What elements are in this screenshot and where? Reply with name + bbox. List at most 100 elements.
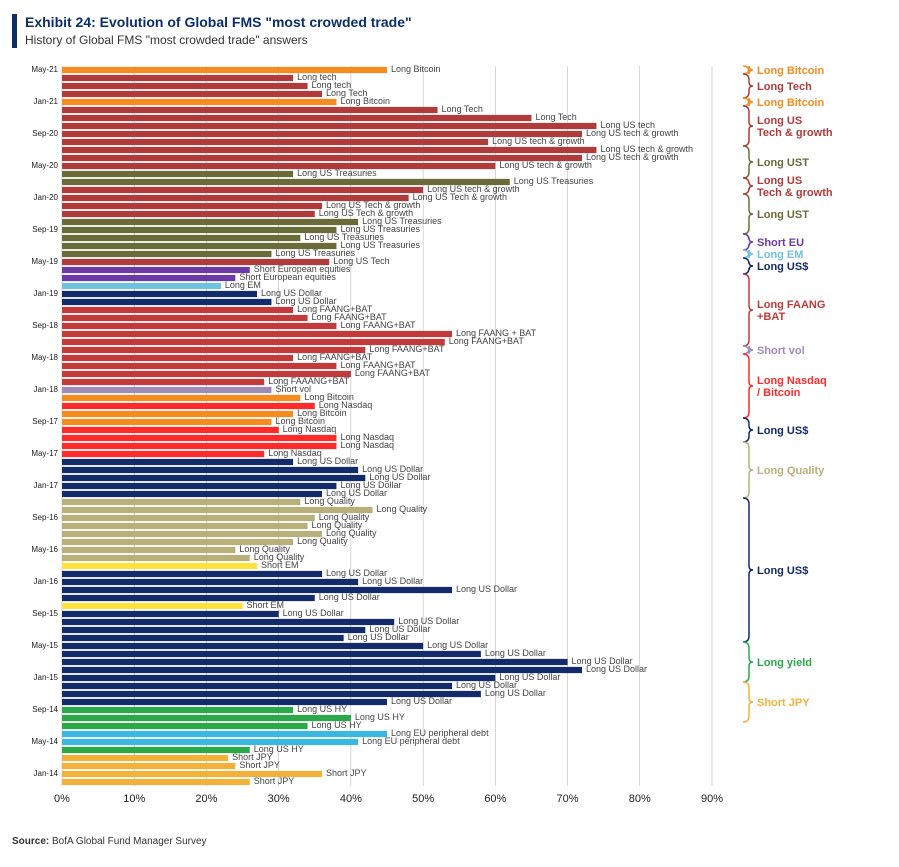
svg-text:May-21: May-21: [31, 65, 58, 74]
svg-text:May-19: May-19: [31, 257, 58, 266]
svg-text:Long yield: Long yield: [757, 657, 812, 669]
svg-text:/ Bitcoin: / Bitcoin: [757, 387, 801, 399]
svg-text:Long UST: Long UST: [757, 209, 809, 221]
svg-text:Short JPY: Short JPY: [239, 760, 280, 770]
svg-text:Sep-17: Sep-17: [32, 417, 58, 426]
svg-text:May-18: May-18: [31, 353, 58, 362]
svg-text:50%: 50%: [412, 793, 434, 805]
svg-text:May-15: May-15: [31, 641, 58, 650]
svg-text:Short JPY: Short JPY: [254, 776, 295, 786]
svg-text:Long US$: Long US$: [757, 425, 808, 437]
svg-text:Long US$: Long US$: [757, 565, 808, 577]
svg-text:Long US Tech & growth: Long US Tech & growth: [413, 192, 507, 202]
svg-text:Short EM: Short EM: [261, 560, 299, 570]
chart-area: 0% 10% 20% 30% 40% 50% 60% 70% 80% 90% May-21 Long …: [12, 62, 887, 822]
svg-text:Long Nasdaq: Long Nasdaq: [757, 375, 827, 387]
svg-text:Long EU peripheral debt: Long EU peripheral debt: [362, 736, 460, 746]
svg-text:Long US Dollar: Long US Dollar: [485, 688, 546, 698]
svg-text:40%: 40%: [340, 793, 362, 805]
svg-text:Long US Dollar: Long US Dollar: [362, 576, 423, 586]
svg-text:Jan-19: Jan-19: [34, 289, 59, 298]
svg-text:Long Bitcoin: Long Bitcoin: [391, 64, 441, 74]
svg-text:Short JPY: Short JPY: [757, 697, 810, 709]
svg-text:Long US tech & growth: Long US tech & growth: [586, 128, 679, 138]
svg-text:Jan-21: Jan-21: [34, 97, 59, 106]
svg-text:May-17: May-17: [31, 449, 58, 458]
svg-text:Long Bitcoin: Long Bitcoin: [340, 96, 390, 106]
svg-text:Long FAANG: Long FAANG: [757, 299, 825, 311]
svg-text:Jan-20: Jan-20: [34, 193, 59, 202]
svg-text:Sep-18: Sep-18: [32, 321, 58, 330]
svg-text:Long US Dollar: Long US Dollar: [319, 592, 380, 602]
svg-text:Long Tech: Long Tech: [442, 104, 483, 114]
svg-text:Long Quality: Long Quality: [757, 465, 825, 477]
svg-text:Long Bitcoin: Long Bitcoin: [757, 97, 824, 109]
svg-text:Long US Dollar: Long US Dollar: [297, 456, 358, 466]
svg-text:Sep-16: Sep-16: [32, 513, 58, 522]
svg-text:Long US tech & growth: Long US tech & growth: [499, 160, 592, 170]
svg-text:Sep-20: Sep-20: [32, 129, 58, 138]
svg-text:May-14: May-14: [31, 737, 58, 746]
chart-header: Exhibit 24: Evolution of Global FMS "mos…: [12, 14, 887, 48]
svg-text:May-20: May-20: [31, 161, 58, 170]
svg-text:Long Quality: Long Quality: [297, 536, 348, 546]
svg-text:30%: 30%: [268, 793, 290, 805]
svg-text:Long US tech & growth: Long US tech & growth: [586, 152, 679, 162]
svg-text:10%: 10%: [123, 793, 145, 805]
source-label: Source:: [12, 836, 49, 847]
svg-text:Long EM: Long EM: [757, 249, 803, 261]
svg-text:Long US$: Long US$: [757, 261, 808, 273]
svg-text:Long US Dollar: Long US Dollar: [427, 640, 488, 650]
svg-text:Jan-16: Jan-16: [34, 577, 59, 586]
svg-text:80%: 80%: [629, 793, 651, 805]
svg-text:Tech & growth: Tech & growth: [757, 127, 833, 139]
svg-text:Long US Dollar: Long US Dollar: [348, 632, 409, 642]
svg-text:Long FAANG+BAT: Long FAANG+BAT: [369, 344, 445, 354]
svg-text:Long US Dollar: Long US Dollar: [283, 608, 344, 618]
svg-text:Long Tech: Long Tech: [757, 81, 812, 93]
svg-text:Sep-19: Sep-19: [32, 225, 58, 234]
source-line: Source: BofA Global Fund Manager Survey: [12, 836, 887, 847]
svg-text:70%: 70%: [557, 793, 579, 805]
svg-text:90%: 90%: [701, 793, 723, 805]
svg-text:Sep-14: Sep-14: [32, 705, 58, 714]
svg-text:Jan-14: Jan-14: [34, 769, 59, 778]
svg-text:Short EU: Short EU: [757, 237, 804, 249]
header-accent-bar: [12, 14, 17, 48]
svg-text:Sep-15: Sep-15: [32, 609, 58, 618]
svg-text:Long US Treasuries: Long US Treasuries: [514, 176, 594, 186]
chart-subtitle: History of Global FMS "most crowded trad…: [25, 33, 412, 47]
svg-text:Long US: Long US: [757, 115, 802, 127]
svg-text:Long Quality: Long Quality: [304, 496, 355, 506]
svg-text:0%: 0%: [54, 793, 70, 805]
svg-text:Jan-18: Jan-18: [34, 385, 59, 394]
svg-text:Long Nasdaq: Long Nasdaq: [283, 424, 337, 434]
svg-text:Long FAANG+BAT: Long FAANG+BAT: [449, 336, 525, 346]
svg-text:Long Quality: Long Quality: [377, 504, 428, 514]
source-text: BofA Global Fund Manager Survey: [52, 836, 207, 847]
svg-text:Short EM: Short EM: [247, 600, 285, 610]
svg-text:Long US Dollar: Long US Dollar: [586, 664, 647, 674]
svg-text:Long Tech: Long Tech: [535, 112, 576, 122]
svg-text:Long US HY: Long US HY: [312, 720, 362, 730]
svg-text:Long UST: Long UST: [757, 157, 809, 169]
svg-text:Long US HY: Long US HY: [297, 704, 347, 714]
svg-text:+BAT: +BAT: [757, 311, 785, 323]
svg-text:Long Nasdaq: Long Nasdaq: [340, 440, 394, 450]
svg-text:Tech & growth: Tech & growth: [757, 187, 833, 199]
svg-text:Long US: Long US: [757, 175, 802, 187]
svg-text:Long US Treasuries: Long US Treasuries: [297, 168, 377, 178]
svg-text:Long US Dollar: Long US Dollar: [485, 648, 546, 658]
svg-text:Long Bitcoin: Long Bitcoin: [757, 65, 824, 77]
svg-text:Jan-17: Jan-17: [34, 481, 59, 490]
svg-text:Jan-15: Jan-15: [34, 673, 59, 682]
svg-text:Long US HY: Long US HY: [355, 712, 405, 722]
chart-title: Exhibit 24: Evolution of Global FMS "mos…: [25, 14, 412, 31]
svg-text:Short JPY: Short JPY: [326, 768, 367, 778]
svg-text:20%: 20%: [195, 793, 217, 805]
svg-text:60%: 60%: [484, 793, 506, 805]
svg-text:Short vol: Short vol: [757, 345, 805, 357]
svg-text:May-16: May-16: [31, 545, 58, 554]
svg-text:Long US tech & growth: Long US tech & growth: [492, 136, 585, 146]
svg-text:Long FAANG+BAT: Long FAANG+BAT: [355, 368, 431, 378]
